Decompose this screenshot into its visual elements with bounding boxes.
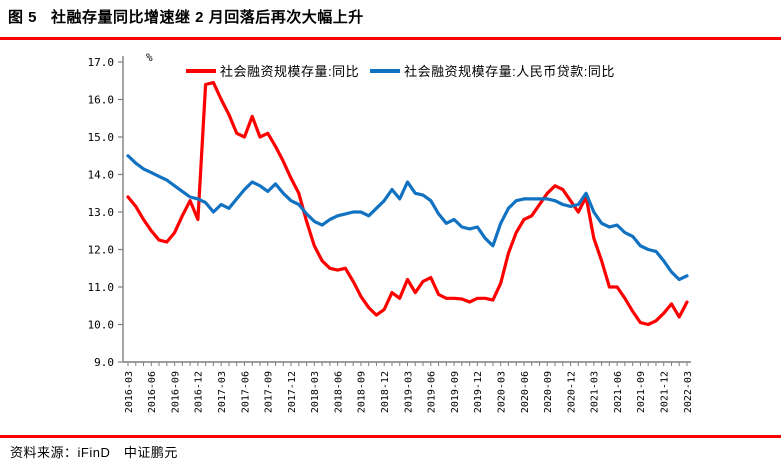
x-tick-label: 2018-06	[333, 371, 344, 413]
x-tick-label: 2017-12	[287, 371, 298, 413]
y-tick-label: 11.0	[88, 281, 115, 294]
x-tick-label: 2021-06	[613, 371, 624, 413]
y-tick-label: 10.0	[88, 319, 115, 332]
rmb-loans-yoy-line	[126, 154, 689, 282]
x-tick-label: 2019-12	[473, 371, 484, 413]
legend-swatch-tsf	[186, 68, 216, 73]
x-tick-label: 2017-03	[217, 371, 228, 413]
x-tick-label: 2020-03	[496, 371, 507, 413]
top-divider	[0, 37, 781, 40]
y-axis-unit: %	[146, 51, 153, 64]
x-tick-label: 2018-09	[357, 371, 368, 413]
x-tick-label: 2020-12	[566, 371, 577, 413]
x-tick-label: 2018-12	[380, 371, 391, 413]
x-tick-label: 2021-12	[660, 371, 671, 413]
data-source-note: 资料来源：iFinD 中证鹏元	[10, 445, 178, 460]
x-tick-label: 2021-09	[636, 371, 647, 413]
figure-title-text: 社融存量同比增速继 2 月回落后再次大幅上升	[51, 9, 364, 26]
y-tick-label: 16.0	[88, 94, 115, 107]
x-tick-label: 2019-03	[403, 371, 414, 413]
chart-legend: 社会融资规模存量:同比 社会融资规模存量:人民币贷款:同比	[186, 61, 615, 80]
x-tick-label: 2016-12	[194, 371, 205, 413]
y-tick-label: 14.0	[88, 169, 115, 182]
y-tick-label: 17.0	[88, 56, 115, 69]
x-tick-label: 2022-03	[683, 371, 694, 413]
x-tick-label: 2016-09	[170, 371, 181, 413]
y-tick-label: 9.0	[94, 356, 114, 369]
x-tick-label: 2016-03	[124, 371, 135, 413]
x-tick-label: 2019-06	[427, 371, 438, 413]
tsf-yoy-line	[126, 80, 689, 327]
x-tick-label: 2021-03	[590, 371, 601, 413]
y-tick-label: 15.0	[88, 131, 115, 144]
x-tick-label: 2020-06	[520, 371, 531, 413]
legend-label-tsf: 社会融资规模存量:同比	[220, 64, 360, 79]
y-tick-label: 12.0	[88, 244, 115, 257]
legend-swatch-loans	[370, 68, 401, 73]
x-tick-label: 2019-09	[450, 371, 461, 413]
figure-title: 图 5 社融存量同比增速继 2 月回落后再次大幅上升	[8, 6, 364, 27]
x-tick-label: 2020-09	[543, 371, 554, 413]
bottom-divider	[0, 435, 781, 438]
x-tick-label: 2017-06	[240, 371, 251, 413]
x-tick-label: 2017-09	[264, 371, 275, 413]
x-tick-label: 2016-06	[147, 371, 158, 413]
y-tick-label: 13.0	[88, 206, 115, 219]
figure-number: 图 5	[8, 9, 38, 26]
x-tick-label: 2018-03	[310, 371, 321, 413]
legend-label-loans: 社会融资规模存量:人民币贷款:同比	[404, 64, 615, 79]
